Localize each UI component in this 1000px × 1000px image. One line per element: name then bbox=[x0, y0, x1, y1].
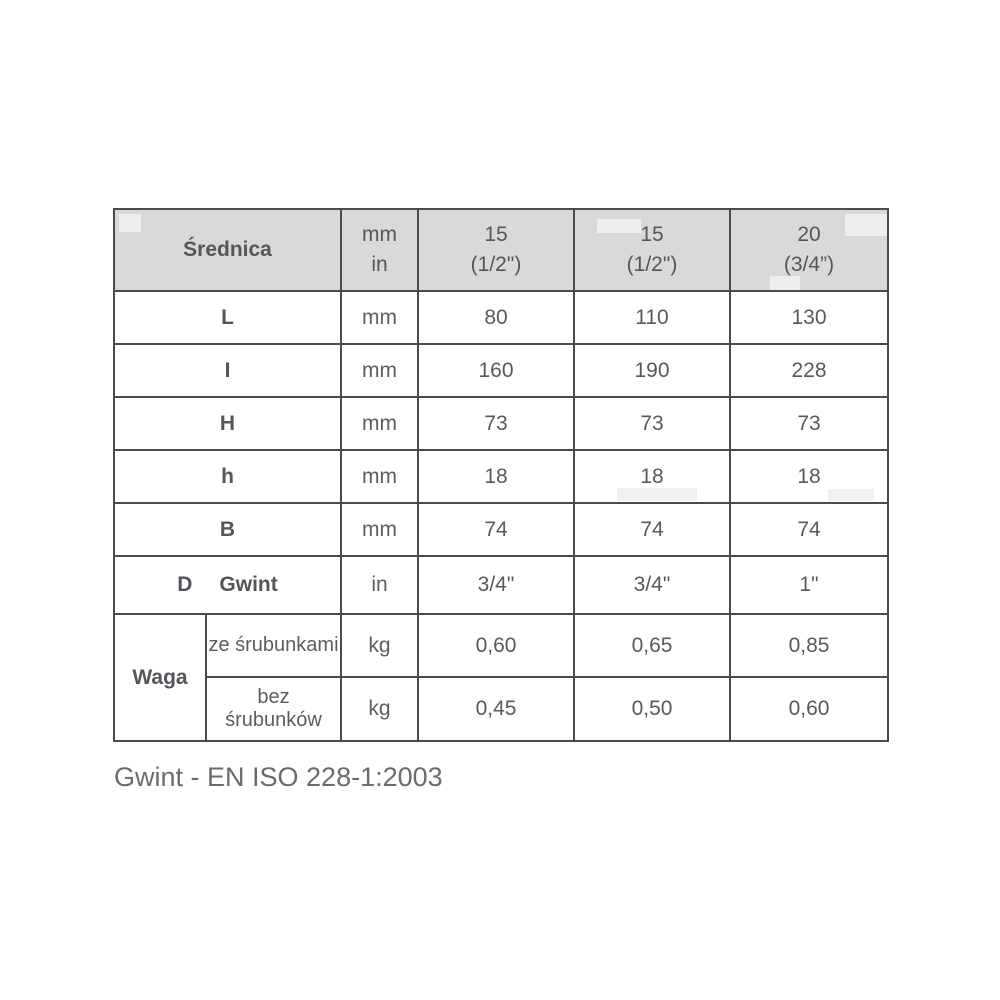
row-H: H mm 73 73 73 bbox=[113, 396, 889, 451]
value-cell: 74 bbox=[573, 502, 731, 557]
value-cell: 228 bbox=[729, 343, 889, 398]
row-waga-with-unions: Waga ze śrubunkami kg 0,60 0,65 0,85 bbox=[113, 613, 889, 742]
value-cell: 73 bbox=[729, 396, 889, 451]
row-D-gwint: D Gwint in 3/4" 3/4" 1" bbox=[113, 555, 889, 615]
row-label: H bbox=[113, 396, 342, 451]
size-3-dn: 20 bbox=[797, 223, 821, 246]
row-B: B mm 74 74 74 bbox=[113, 502, 889, 557]
row-label: h bbox=[113, 449, 342, 504]
row-unit: mm bbox=[340, 449, 419, 504]
value-cell: 18 bbox=[729, 449, 889, 504]
value-cell: 74 bbox=[729, 502, 889, 557]
size-1-inch: (1/2") bbox=[470, 253, 522, 276]
value-cell: 18 bbox=[573, 449, 731, 504]
value-cell: 0,65 bbox=[573, 613, 731, 678]
waga-sublabel: bez śrubunków bbox=[205, 676, 342, 742]
row-waga-without-unions: bez śrubunków kg 0,45 0,50 0,60 bbox=[114, 676, 889, 742]
value-cell: 3/4" bbox=[573, 555, 731, 615]
value-cell: 190 bbox=[573, 343, 731, 398]
value-cell: 0,50 bbox=[573, 676, 731, 742]
value-cell: 18 bbox=[417, 449, 575, 504]
spec-table: Średnica mm in 15 (1/2") 15 (1/2") 20 (3… bbox=[113, 208, 889, 742]
size-3-inch: (3/4”) bbox=[783, 253, 835, 276]
value-cell: 160 bbox=[417, 343, 575, 398]
diameter-label: Średnica bbox=[183, 238, 272, 261]
thread-standard-note: Gwint - EN ISO 228-1:2003 bbox=[114, 762, 443, 792]
row-label: B bbox=[113, 502, 342, 557]
row-label: D Gwint bbox=[113, 555, 342, 615]
row-unit: mm bbox=[340, 502, 419, 557]
size-1-dn: 15 bbox=[484, 223, 508, 246]
value-cell: 110 bbox=[573, 290, 731, 345]
value-cell: 0,85 bbox=[729, 613, 889, 678]
unit-mm: mm bbox=[362, 223, 397, 246]
row-unit: mm bbox=[340, 290, 419, 345]
value-cell: 1" bbox=[729, 555, 889, 615]
row-unit: mm bbox=[340, 396, 419, 451]
row-unit: in bbox=[340, 555, 419, 615]
header-row: Średnica mm in 15 (1/2") 15 (1/2") 20 (3… bbox=[113, 208, 889, 292]
value-cell: 80 bbox=[417, 290, 575, 345]
size-2-inch: (1/2") bbox=[626, 253, 678, 276]
d-label: D bbox=[177, 573, 193, 596]
value-cell: 0,45 bbox=[417, 676, 575, 742]
row-unit: kg bbox=[340, 676, 419, 742]
header-unit-cell: mm in bbox=[340, 208, 419, 292]
row-unit: kg bbox=[340, 613, 419, 678]
waga-label: Waga bbox=[113, 613, 207, 742]
header-size-3: 20 (3/4”) bbox=[729, 208, 889, 292]
row-label: I bbox=[113, 343, 342, 398]
row-h: h mm 18 18 18 bbox=[113, 449, 889, 504]
row-L: L mm 80 110 130 bbox=[113, 290, 889, 345]
value-cell: 74 bbox=[417, 502, 575, 557]
row-unit: mm bbox=[340, 343, 419, 398]
value-cell: 130 bbox=[729, 290, 889, 345]
value-cell: 0,60 bbox=[417, 613, 575, 678]
waga-sublabel: ze śrubunkami bbox=[205, 613, 342, 678]
value-cell: 0,60 bbox=[729, 676, 889, 742]
gwint-label: Gwint bbox=[219, 573, 278, 596]
value-cell: 73 bbox=[573, 396, 731, 451]
unit-in: in bbox=[371, 253, 388, 276]
value-cell: 73 bbox=[417, 396, 575, 451]
header-diameter-cell: Średnica bbox=[113, 208, 342, 292]
header-size-1: 15 (1/2") bbox=[417, 208, 575, 292]
size-2-dn: 15 bbox=[640, 223, 664, 246]
row-label: L bbox=[113, 290, 342, 345]
header-size-2: 15 (1/2") bbox=[573, 208, 731, 292]
row-I: I mm 160 190 228 bbox=[113, 343, 889, 398]
value-cell: 3/4" bbox=[417, 555, 575, 615]
